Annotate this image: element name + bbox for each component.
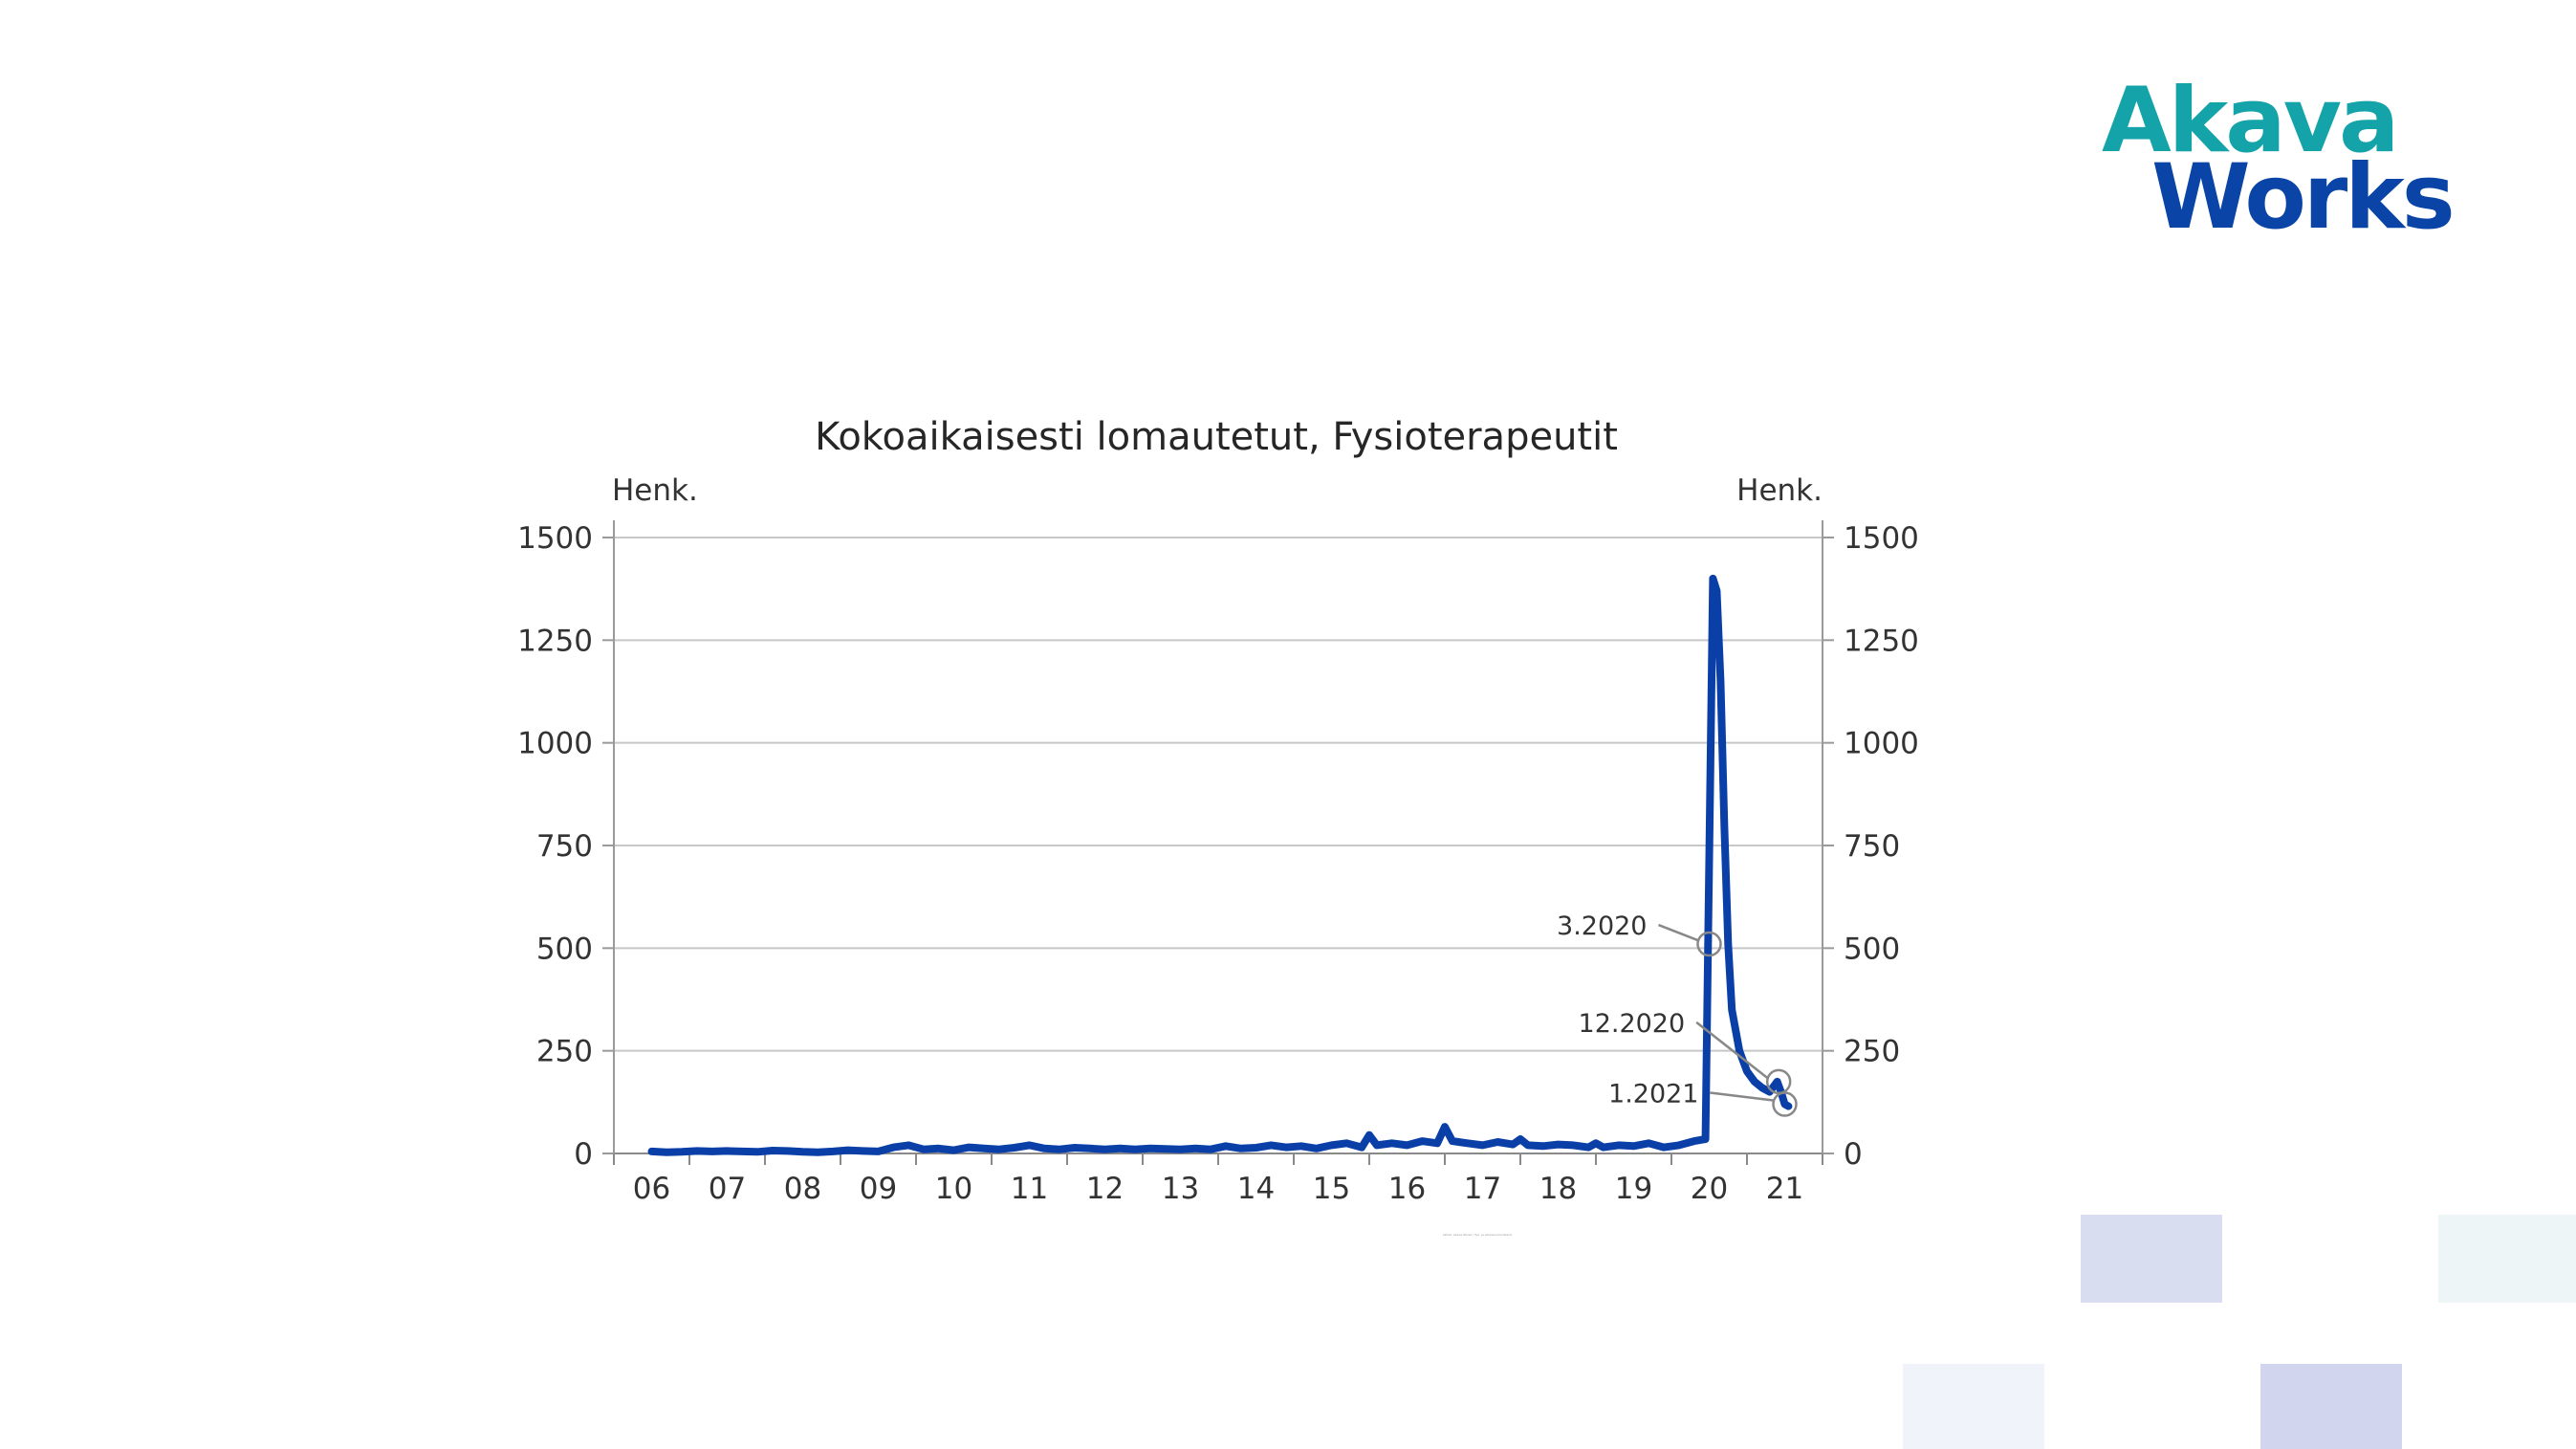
left-tick-label: 0 xyxy=(574,1137,593,1172)
decor-square-2 xyxy=(2438,1215,2576,1303)
right-tick-label: 500 xyxy=(1844,932,1900,966)
decor-square-4 xyxy=(2260,1364,2402,1449)
left-tick-label: 500 xyxy=(536,932,593,966)
left-tick-label: 750 xyxy=(536,829,593,864)
gridlines xyxy=(614,537,1823,1154)
x-tick-label: 15 xyxy=(1313,1172,1350,1206)
chart-title: Kokoaikaisesti lomautetut, Fysioterapeut… xyxy=(815,415,1618,459)
series-group xyxy=(647,574,1793,1156)
x-tick-label: 18 xyxy=(1539,1172,1577,1206)
x-tick-label: 21 xyxy=(1766,1172,1803,1206)
left-tick-label: 1500 xyxy=(517,521,593,556)
x-tick-label: 10 xyxy=(935,1172,972,1206)
left-tick-label: 250 xyxy=(536,1035,593,1069)
x-tick-label: 06 xyxy=(633,1172,670,1206)
logo-line-2: Works xyxy=(2151,145,2456,250)
left-y-axis: 0 250 500 750 1000 1250 1500 xyxy=(517,520,615,1172)
x-tick-label: 17 xyxy=(1464,1172,1501,1206)
x-tick-label: 12 xyxy=(1086,1172,1124,1206)
right-tick-label: 1000 xyxy=(1844,727,1919,761)
decor-square-1 xyxy=(2081,1215,2222,1303)
annotation-leader xyxy=(1658,923,1698,942)
x-tick-label: 13 xyxy=(1162,1172,1199,1206)
right-axis-unit: Henk. xyxy=(1736,473,1823,508)
annotation-marker xyxy=(1772,1091,1798,1117)
decor-square-3 xyxy=(1903,1364,2044,1449)
right-tick-label: 250 xyxy=(1844,1035,1900,1069)
right-tick-label: 1250 xyxy=(1844,624,1919,658)
series-line xyxy=(647,574,1793,1156)
x-tick-label: 08 xyxy=(784,1172,821,1206)
annotation-label: 3.2020 xyxy=(1557,911,1647,941)
x-tick-label: 14 xyxy=(1237,1172,1275,1206)
x-tick-label: 07 xyxy=(709,1172,746,1206)
right-y-axis: 0 250 500 750 1000 1250 1500 xyxy=(1822,520,1919,1172)
left-tick-label: 1000 xyxy=(517,727,593,761)
logo-line-1: Akava xyxy=(2102,69,2399,173)
x-tick-label: 09 xyxy=(860,1172,897,1206)
x-tick-label: 20 xyxy=(1691,1172,1728,1206)
x-tick-label: 11 xyxy=(1011,1172,1048,1206)
x-axis: 06 07 08 09 10 11 12 13 14 15 16 17 18 19 20 21 xyxy=(613,1153,1823,1206)
akava-works-logo: Akava Works xyxy=(2094,77,2467,249)
annotation-leader xyxy=(1695,1021,1768,1079)
left-axis-unit: Henk. xyxy=(612,473,698,508)
right-tick-label: 750 xyxy=(1844,829,1900,864)
right-tick-label: 0 xyxy=(1844,1137,1863,1172)
annotation-label: 1.2021 xyxy=(1608,1079,1698,1109)
annotation-label: 12.2020 xyxy=(1579,1009,1686,1039)
x-tick-label: 19 xyxy=(1615,1172,1652,1206)
chart-footnote: Lähde: Akava Works / Työ- ja elinkeinomi… xyxy=(1443,1233,1513,1237)
left-tick-label: 1250 xyxy=(517,624,593,658)
annotation-marker xyxy=(1696,931,1722,957)
annotation-leader xyxy=(1710,1091,1774,1102)
right-tick-label: 1500 xyxy=(1844,521,1919,556)
x-tick-label: 16 xyxy=(1388,1172,1426,1206)
annotations: 3.2020 12.2020 1.2021 xyxy=(1557,911,1798,1117)
